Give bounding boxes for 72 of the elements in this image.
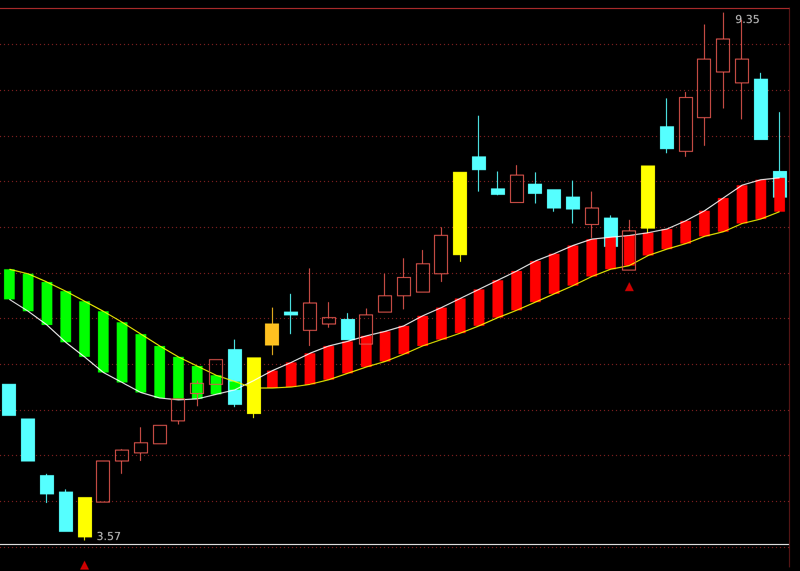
candlestick bbox=[59, 488, 73, 532]
candlestick bbox=[2, 384, 16, 416]
candlestick bbox=[78, 497, 92, 542]
candlestick bbox=[660, 98, 674, 154]
candlestick bbox=[472, 115, 486, 192]
bar bbox=[548, 254, 560, 294]
bar bbox=[774, 178, 785, 212]
candlestick bbox=[378, 273, 392, 313]
bar bbox=[380, 331, 390, 362]
bar bbox=[98, 311, 109, 372]
bar bbox=[474, 289, 484, 326]
candlestick bbox=[115, 448, 129, 474]
bar bbox=[304, 353, 316, 384]
bar bbox=[511, 271, 522, 310]
candlestick bbox=[397, 258, 411, 310]
candlestick bbox=[341, 312, 355, 340]
candlestick bbox=[622, 219, 636, 271]
candlestick bbox=[453, 172, 467, 262]
bar bbox=[530, 261, 541, 302]
candlestick bbox=[303, 268, 317, 346]
bar bbox=[642, 232, 654, 256]
bar bbox=[42, 282, 52, 325]
bar bbox=[323, 346, 334, 380]
annotation: 3.57 bbox=[96, 530, 122, 544]
bar bbox=[699, 210, 710, 236]
annotation: 9.35 bbox=[735, 13, 760, 26]
bar bbox=[680, 220, 692, 244]
bar bbox=[568, 245, 578, 286]
bar bbox=[360, 336, 372, 367]
bar bbox=[173, 356, 184, 400]
bar bbox=[436, 308, 447, 340]
bar bbox=[417, 316, 428, 346]
candlestick bbox=[134, 426, 148, 462]
candlestick bbox=[510, 164, 524, 204]
bar bbox=[79, 301, 90, 357]
candlestick bbox=[434, 226, 448, 283]
bar bbox=[586, 239, 598, 277]
candlestick bbox=[21, 418, 35, 462]
candlestick bbox=[284, 293, 298, 335]
bar bbox=[736, 185, 748, 224]
candlestick bbox=[96, 460, 110, 503]
candlestick bbox=[716, 12, 730, 109]
bar bbox=[755, 180, 766, 219]
bar bbox=[624, 235, 635, 266]
candlestick bbox=[585, 191, 599, 239]
candlestick bbox=[566, 180, 580, 224]
bar bbox=[342, 341, 353, 374]
candlestick bbox=[40, 473, 54, 504]
bar bbox=[492, 280, 504, 318]
candlestick bbox=[528, 172, 542, 204]
candlestick bbox=[416, 250, 430, 293]
bar bbox=[286, 362, 297, 388]
candlestick bbox=[491, 171, 505, 196]
bar bbox=[718, 198, 729, 232]
candlestick bbox=[547, 189, 561, 212]
candlestick bbox=[754, 72, 768, 140]
bar bbox=[60, 291, 72, 342]
candlestick bbox=[697, 24, 711, 146]
bar bbox=[454, 298, 466, 334]
candlestick bbox=[322, 302, 336, 328]
bar bbox=[4, 269, 15, 300]
bar bbox=[22, 274, 34, 312]
bar bbox=[154, 346, 166, 398]
bar bbox=[662, 229, 672, 250]
bar bbox=[398, 326, 410, 354]
bar bbox=[605, 237, 616, 270]
bar bbox=[116, 322, 128, 382]
bar bbox=[267, 370, 278, 388]
candlestick bbox=[679, 92, 693, 158]
candlestick bbox=[265, 307, 279, 356]
candlestick bbox=[153, 424, 167, 444]
bar bbox=[136, 334, 146, 393]
